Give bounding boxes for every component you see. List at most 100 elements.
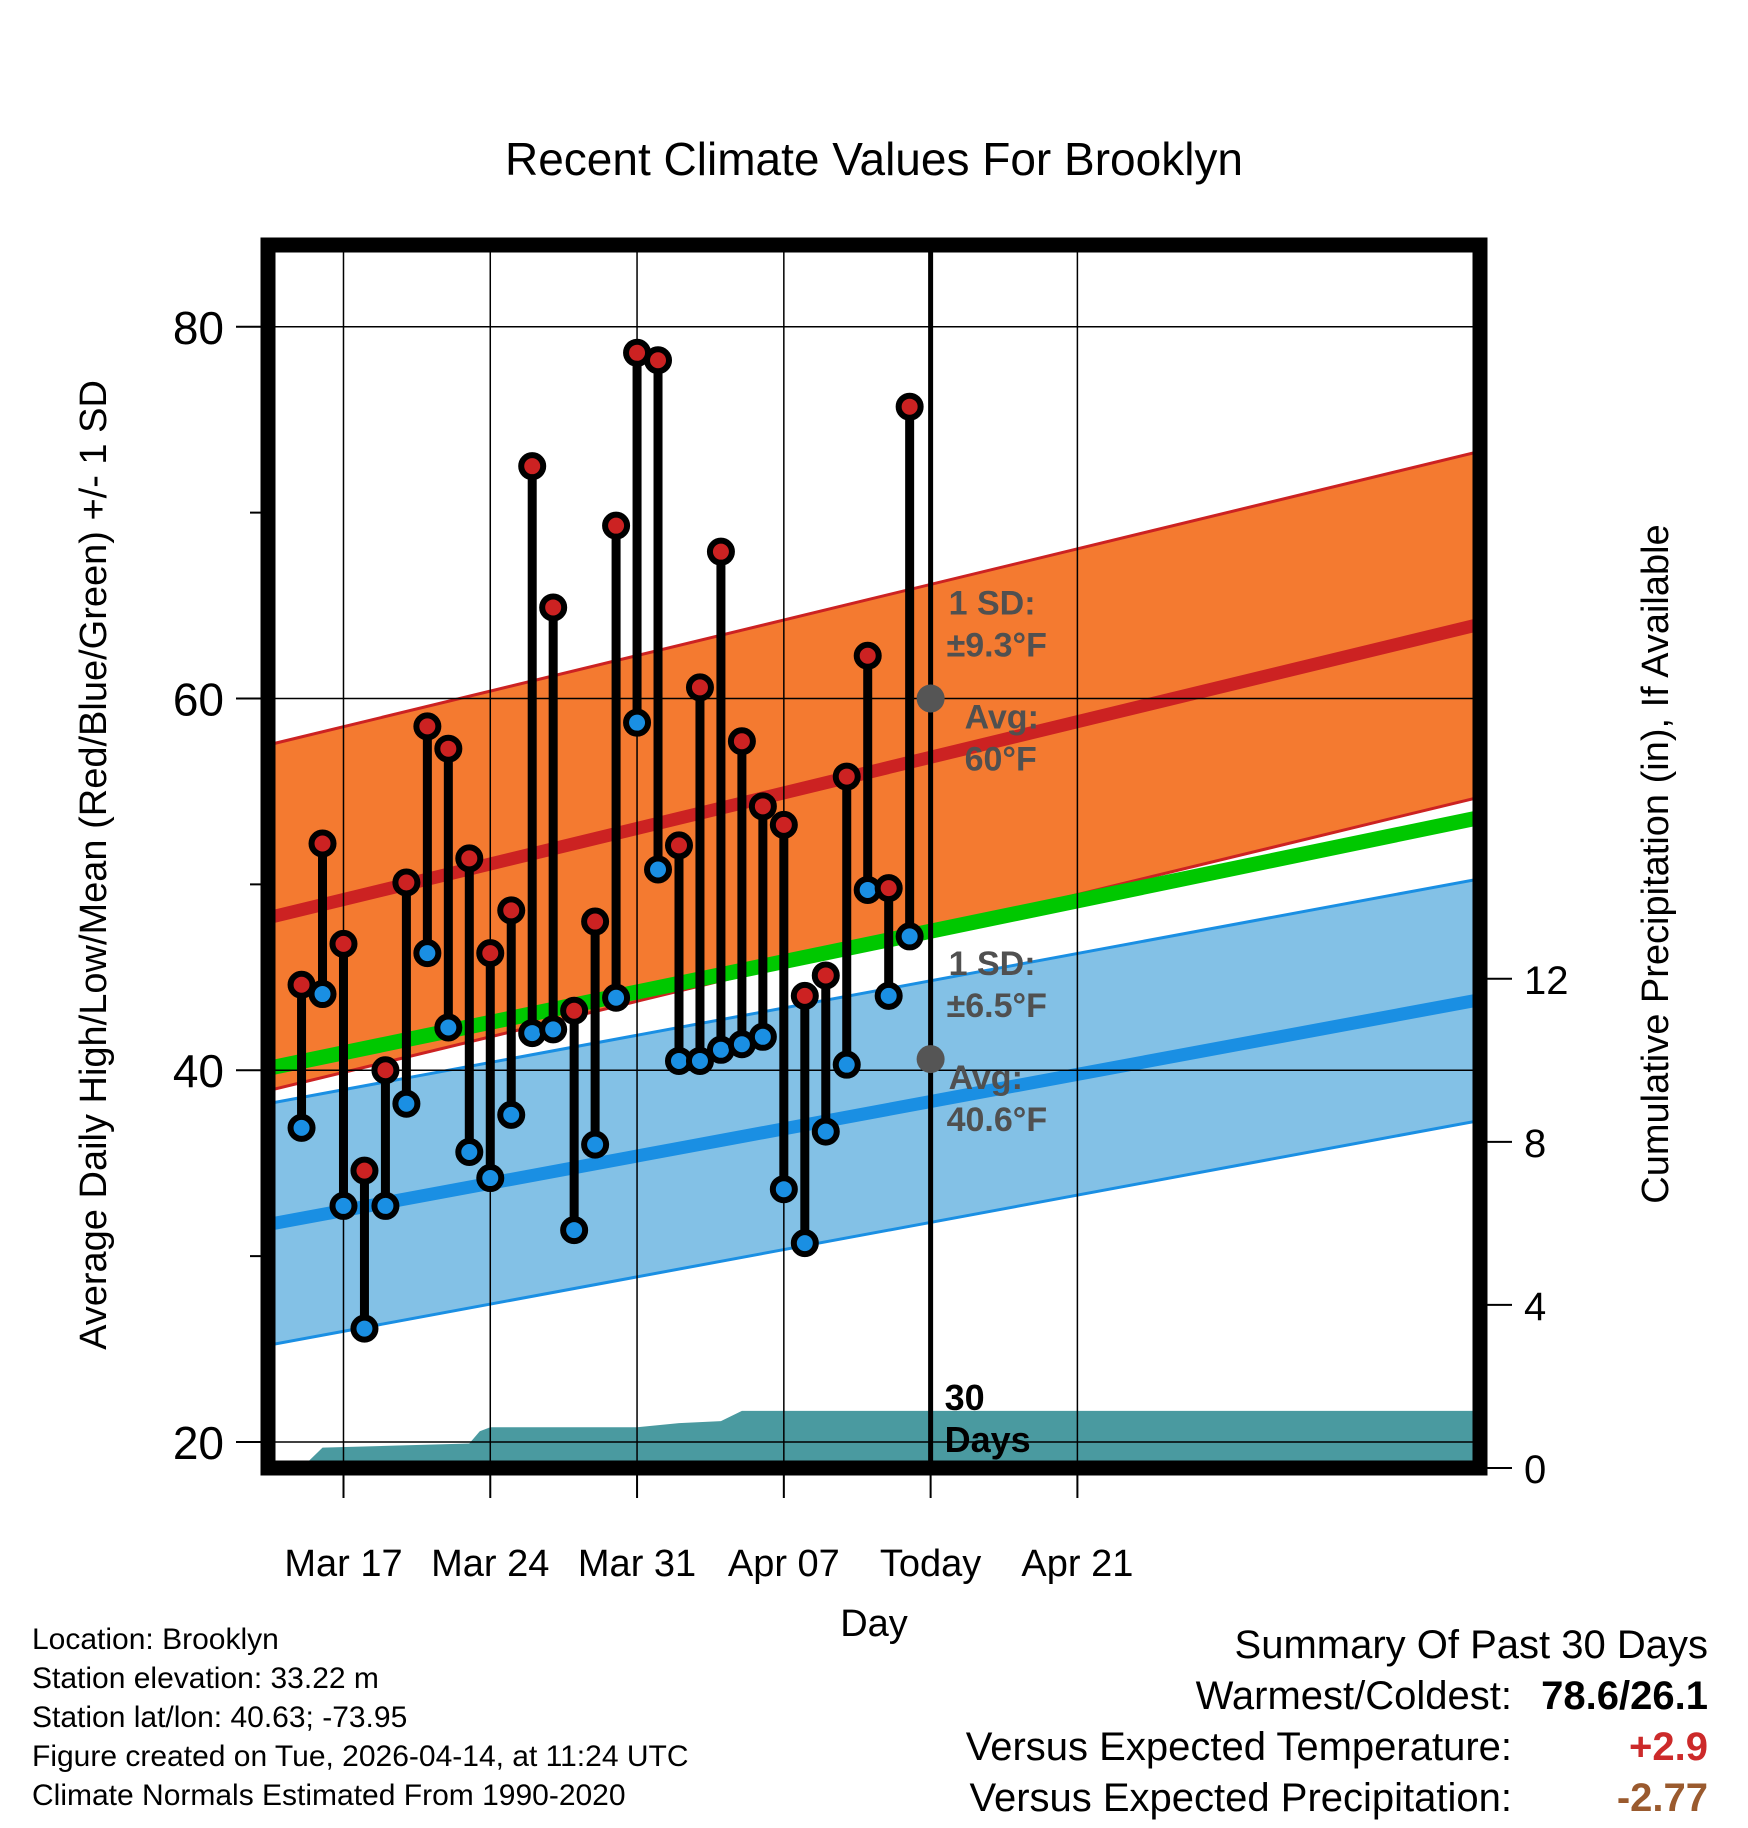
daily-low-point bbox=[623, 708, 652, 737]
daily-high-point bbox=[790, 981, 819, 1010]
warm-cold-label: Warmest/Coldest: bbox=[1195, 1674, 1512, 1718]
daily-high-point bbox=[371, 1056, 400, 1085]
daily-high-point bbox=[895, 392, 924, 421]
daily-high-point bbox=[434, 734, 463, 763]
daily-low-point bbox=[476, 1164, 505, 1193]
daily-high-point bbox=[581, 907, 610, 936]
daily-low-point bbox=[644, 855, 673, 884]
daily-low-point bbox=[832, 1050, 861, 1079]
y-tick-label: 40 bbox=[173, 1045, 224, 1097]
days-unit-label: Days bbox=[945, 1419, 1031, 1460]
summary-panel: Summary Of Past 30 Days Warmest/Coldest:… bbox=[966, 1620, 1708, 1824]
daily-high-point bbox=[413, 712, 442, 741]
daily-high-point bbox=[560, 996, 589, 1025]
station-info: Location: Brooklyn Station elevation: 33… bbox=[32, 1620, 689, 1815]
daily-high-point bbox=[874, 874, 903, 903]
daily-high-point bbox=[476, 939, 505, 968]
y-axis-label: Average Daily High/Low/Mean (Red/Blue/Gr… bbox=[73, 380, 115, 1350]
avg-low-marker bbox=[916, 1045, 945, 1074]
daily-high-point bbox=[539, 593, 568, 622]
high-sd-value: ±9.3°F bbox=[947, 627, 1047, 665]
y2-tick-label: 12 bbox=[1524, 959, 1569, 1003]
daily-low-point bbox=[434, 1013, 463, 1042]
daily-high-point bbox=[685, 673, 714, 702]
low-sd-lower-line bbox=[268, 1118, 1480, 1347]
daily-low-point bbox=[329, 1191, 358, 1220]
temp-anomaly-row: Versus Expected Temperature: +2.9 bbox=[966, 1722, 1708, 1773]
daily-high-point bbox=[455, 844, 484, 873]
y2-tick-label: 0 bbox=[1524, 1448, 1546, 1492]
x-tick-label: Mar 17 bbox=[284, 1543, 402, 1585]
low-sd-label: 1 SD: bbox=[949, 945, 1036, 983]
y2-tick-label: 8 bbox=[1524, 1122, 1546, 1166]
precip-anomaly-value: -2.77 bbox=[1616, 1776, 1708, 1820]
daily-low-point bbox=[769, 1175, 798, 1204]
y2-tick-label: 4 bbox=[1524, 1285, 1546, 1329]
days-count-label: 30 bbox=[945, 1377, 985, 1418]
daily-high-point bbox=[769, 810, 798, 839]
precip-area bbox=[268, 1410, 1480, 1468]
daily-low-point bbox=[497, 1100, 526, 1129]
high-avg-label: Avg: bbox=[965, 699, 1039, 737]
daily-low-point bbox=[413, 939, 442, 968]
y2-axis-label: Cumulative Precipitation (in), If Availa… bbox=[1635, 524, 1677, 1203]
daily-high-point bbox=[644, 346, 673, 375]
daily-low-point bbox=[455, 1138, 484, 1167]
daily-high-point bbox=[392, 868, 421, 897]
warm-cold-value: 78.6/26.1 bbox=[1541, 1674, 1708, 1718]
daily-low-point bbox=[748, 1022, 777, 1051]
daily-low-point bbox=[308, 980, 337, 1009]
x-tick-label: Mar 31 bbox=[578, 1543, 696, 1585]
daily-high-point bbox=[518, 452, 547, 481]
high-avg-value: 60°F bbox=[965, 741, 1037, 779]
plot-frame bbox=[260, 237, 1488, 1476]
summary-title: Summary Of Past 30 Days bbox=[1234, 1623, 1708, 1667]
daily-high-point bbox=[602, 511, 631, 540]
y-tick-label: 60 bbox=[173, 674, 224, 726]
normal-low-line bbox=[268, 993, 1480, 1231]
precip-anomaly-row: Versus Expected Precipitation: -2.77 bbox=[966, 1773, 1708, 1824]
elevation-text: Station elevation: 33.22 m bbox=[32, 1662, 379, 1695]
daily-high-point bbox=[853, 641, 882, 670]
temp-anomaly-value: +2.9 bbox=[1629, 1725, 1708, 1769]
daily-low-point bbox=[685, 1046, 714, 1075]
daily-high-point bbox=[811, 961, 840, 990]
chart-title: Recent Climate Values For Brooklyn bbox=[505, 133, 1243, 185]
low-sd-value: ±6.5°F bbox=[947, 987, 1047, 1025]
daily-high-point bbox=[748, 792, 777, 821]
daily-low-point bbox=[539, 1015, 568, 1044]
daily-low-point bbox=[287, 1113, 316, 1142]
x-tick-label: Today bbox=[880, 1543, 981, 1585]
low-avg-value: 40.6°F bbox=[947, 1101, 1048, 1139]
x-tick-label: Apr 21 bbox=[1021, 1543, 1133, 1585]
daily-low-point bbox=[811, 1117, 840, 1146]
daily-low-point bbox=[560, 1216, 589, 1245]
y-tick-label: 20 bbox=[173, 1417, 224, 1469]
latlon-text: Station lat/lon: 40.63; -73.95 bbox=[32, 1701, 408, 1734]
low-avg-label: Avg: bbox=[949, 1059, 1023, 1097]
daily-low-point bbox=[371, 1191, 400, 1220]
x-axis-label: Day bbox=[840, 1603, 908, 1645]
x-tick-label: Apr 07 bbox=[728, 1543, 840, 1585]
daily-low-point bbox=[790, 1229, 819, 1258]
location-text: Location: Brooklyn bbox=[32, 1623, 279, 1656]
high-sd-upper-line bbox=[268, 449, 1480, 747]
daily-low-point bbox=[874, 981, 903, 1010]
daily-low-point bbox=[581, 1130, 610, 1159]
daily-low-point bbox=[392, 1089, 421, 1118]
y-tick-label: 80 bbox=[173, 302, 224, 354]
daily-low-point bbox=[350, 1314, 379, 1343]
daily-high-point bbox=[727, 727, 756, 756]
daily-high-point bbox=[350, 1156, 379, 1185]
normals-text: Climate Normals Estimated From 1990-2020 bbox=[32, 1779, 626, 1812]
daily-low-point bbox=[602, 983, 631, 1012]
warm-cold-row: Warmest/Coldest: 78.6/26.1 bbox=[966, 1671, 1708, 1722]
daily-high-point bbox=[308, 829, 337, 858]
x-tick-label: Mar 24 bbox=[431, 1543, 549, 1585]
daily-high-point bbox=[329, 929, 358, 958]
daily-high-point bbox=[664, 831, 693, 860]
daily-high-point bbox=[832, 762, 861, 791]
daily-low-point bbox=[895, 922, 924, 951]
daily-high-point bbox=[497, 896, 526, 925]
